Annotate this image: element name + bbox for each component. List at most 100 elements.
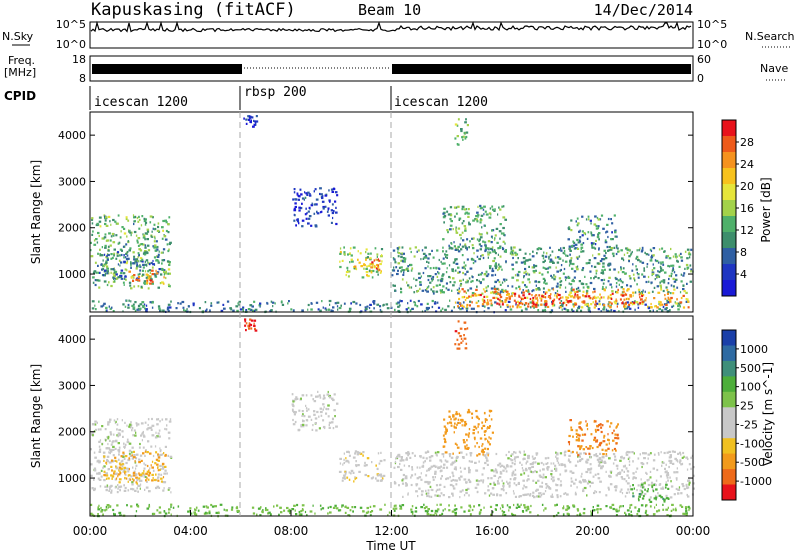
power-cell xyxy=(470,307,473,310)
velocity-cell xyxy=(490,469,494,472)
velocity-cell xyxy=(656,510,659,513)
power-cell xyxy=(608,245,611,249)
power-cell xyxy=(432,278,434,281)
velocity-cell xyxy=(426,494,429,498)
power-cell xyxy=(90,249,92,252)
power-colorbar-tick-label: 8 xyxy=(740,246,747,259)
velocity-cell xyxy=(135,467,137,470)
velocity-cell xyxy=(427,481,430,484)
power-cell xyxy=(499,290,503,293)
velocity-cell xyxy=(666,470,668,473)
power-cell xyxy=(570,219,573,222)
power-cell xyxy=(454,301,457,304)
velocity-cell xyxy=(97,506,100,509)
velocity-cell xyxy=(631,451,634,454)
power-cell xyxy=(123,254,125,257)
power-cell xyxy=(641,246,644,249)
velocity-cell xyxy=(480,479,483,482)
power-cell xyxy=(650,306,652,309)
velocity-cell xyxy=(517,482,520,485)
velocity-cell xyxy=(314,422,317,425)
power-cell xyxy=(296,193,299,196)
velocity-cell xyxy=(650,481,654,484)
velocity-cell xyxy=(132,434,135,437)
power-cell xyxy=(131,231,133,234)
velocity-cell xyxy=(446,466,449,469)
power-cell xyxy=(540,299,543,302)
power-cell xyxy=(502,246,504,250)
velocity-cell xyxy=(399,504,401,507)
power-cell xyxy=(567,300,570,303)
power-cell xyxy=(565,296,568,299)
velocity-cell xyxy=(161,418,164,421)
power-cell xyxy=(666,299,669,302)
power-cell xyxy=(441,274,444,277)
velocity-cell xyxy=(610,506,612,509)
velocity-cell xyxy=(169,455,173,458)
power-cell xyxy=(531,298,535,301)
power-cell xyxy=(371,261,374,264)
velocity-cell xyxy=(540,494,543,497)
power-cell xyxy=(250,116,254,119)
power-cell xyxy=(167,309,170,312)
velocity-cell xyxy=(151,460,154,463)
velocity-cell xyxy=(532,491,535,494)
velocity-cell xyxy=(505,470,508,473)
power-cell xyxy=(449,228,452,231)
power-colorbar-tick-label: 4 xyxy=(740,268,747,281)
power-cell xyxy=(128,270,131,273)
power-cell xyxy=(479,233,482,236)
power-cell xyxy=(545,252,548,255)
power-cell xyxy=(454,248,458,251)
velocity-cell xyxy=(448,415,451,418)
velocity-cell xyxy=(347,514,349,517)
power-cell xyxy=(567,238,570,241)
velocity-cell xyxy=(662,461,665,464)
power-cell xyxy=(565,254,567,257)
freq-right-tick-top: 60 xyxy=(697,53,711,66)
velocity-cell xyxy=(600,465,604,468)
velocity-cell xyxy=(94,420,97,423)
velocity-cell xyxy=(563,492,565,495)
power-cell xyxy=(431,305,434,309)
velocity-cell xyxy=(459,466,462,469)
velocity-cell xyxy=(126,424,128,427)
power-cell xyxy=(319,309,322,312)
power-cell xyxy=(104,217,106,220)
velocity-cell xyxy=(577,455,579,458)
velocity-cell xyxy=(292,404,295,407)
power-cell xyxy=(454,123,458,126)
power-cell xyxy=(116,251,120,254)
velocity-cell xyxy=(618,506,621,509)
velocity-cell xyxy=(602,440,606,443)
velocity-cell xyxy=(348,471,350,474)
velocity-cell xyxy=(678,486,681,489)
power-cell xyxy=(465,245,467,248)
velocity-cell xyxy=(596,445,599,449)
power-cell xyxy=(463,305,465,308)
velocity-cell xyxy=(150,445,153,448)
velocity-cell xyxy=(489,425,491,428)
velocity-cell xyxy=(250,327,253,330)
power-cell xyxy=(672,304,675,307)
velocity-cell xyxy=(426,513,430,516)
velocity-cell xyxy=(506,504,509,507)
power-cell xyxy=(232,309,235,312)
power-cell xyxy=(513,299,516,302)
velocity-cell xyxy=(118,468,121,471)
power-cell xyxy=(152,259,154,263)
velocity-cell xyxy=(415,490,418,493)
power-region xyxy=(97,250,163,280)
velocity-cell xyxy=(305,404,307,407)
power-cell xyxy=(133,285,136,288)
velocity-cell xyxy=(316,410,319,414)
power-cell xyxy=(570,308,574,311)
velocity-cell xyxy=(488,443,491,446)
velocity-cell xyxy=(436,494,440,497)
power-cell xyxy=(449,214,453,217)
power-cell xyxy=(451,268,454,271)
velocity-cell xyxy=(455,468,457,471)
power-cell xyxy=(467,212,470,215)
velocity-cell xyxy=(466,487,470,490)
velocity-cell xyxy=(594,490,596,493)
